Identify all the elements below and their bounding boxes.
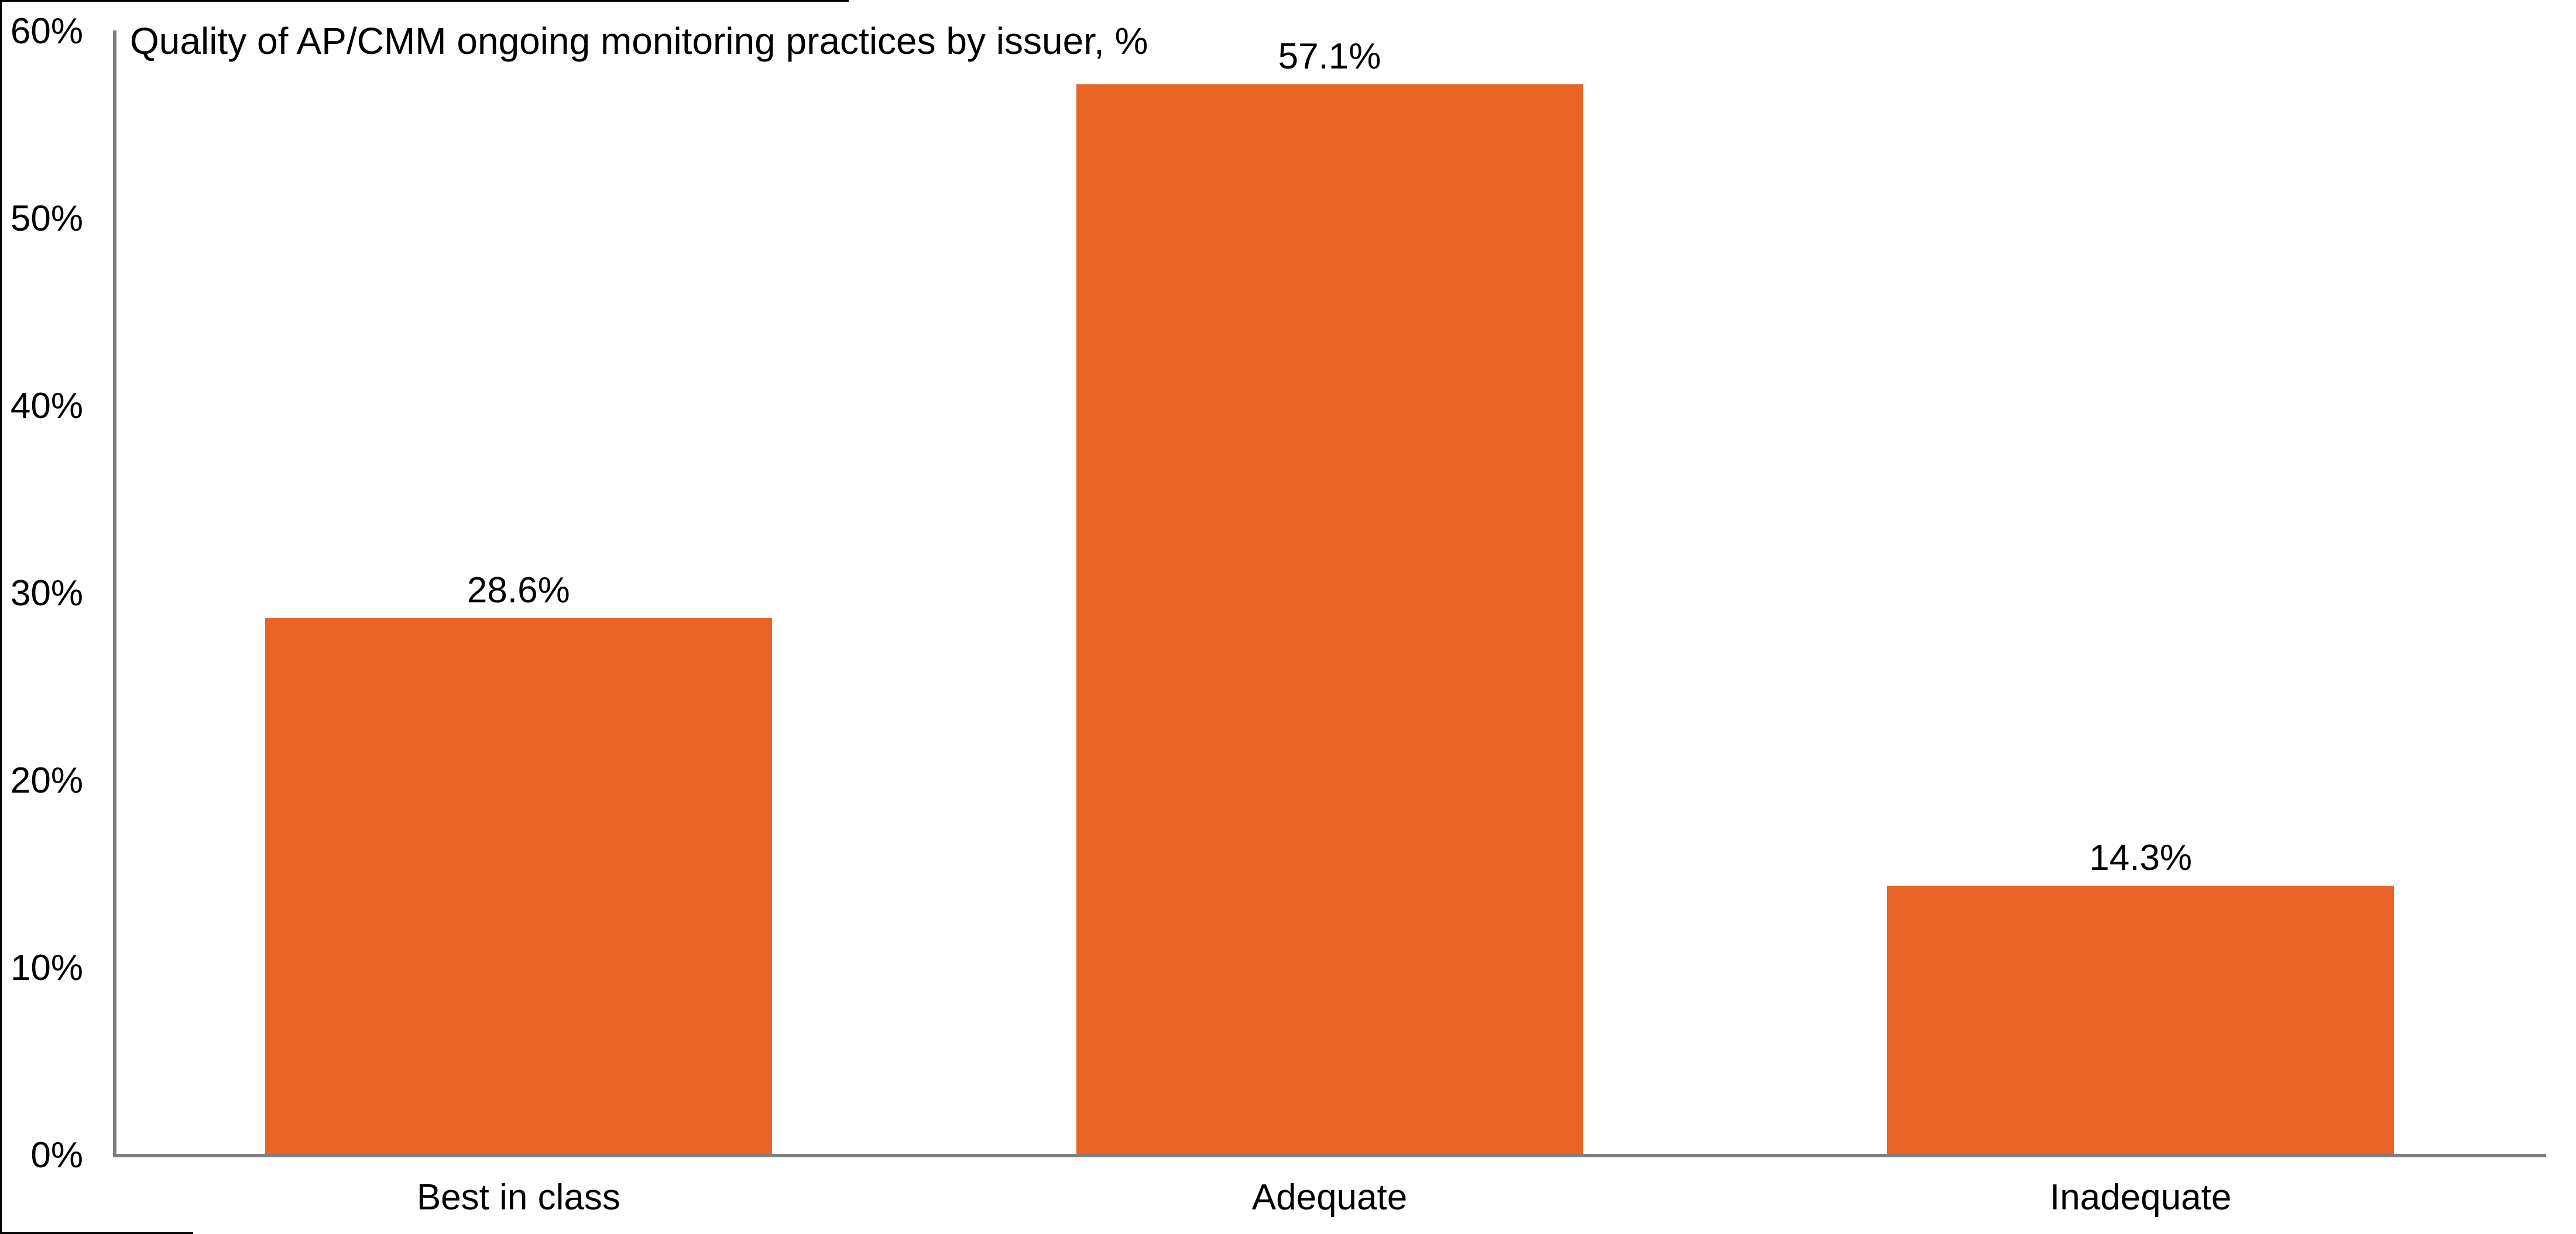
x-axis-category-label-inadequate: Inadequate: [2050, 1177, 2232, 1218]
bar-adequate: [1076, 84, 1583, 1154]
y-axis-tick-label: 40%: [10, 386, 83, 426]
x-axis-category-label-best-in-class: Best in class: [416, 1177, 620, 1218]
crop-border-left: [0, 0, 2, 1234]
bar-value-label-adequate: 57.1%: [1278, 36, 1381, 77]
x-axis-line: [113, 1154, 2546, 1157]
y-axis-tick-label: 60%: [10, 11, 83, 52]
x-axis-category-label-adequate: Adequate: [1251, 1177, 1408, 1218]
y-axis-tick-label: 10%: [10, 948, 83, 988]
chart-title: Quality of AP/CMM ongoing monitoring pra…: [130, 20, 1148, 62]
bar-value-label-best-in-class: 28.6%: [467, 570, 570, 611]
bar-value-label-inadequate: 14.3%: [2089, 838, 2193, 879]
y-axis-tick-label: 0%: [30, 1135, 83, 1175]
crop-border-top: [0, 0, 849, 2]
y-axis-tick-label: 50%: [10, 198, 83, 239]
y-axis-tick-label: 20%: [10, 760, 83, 801]
bar-inadequate: [1887, 886, 2395, 1154]
y-axis-tick-label: 30%: [10, 573, 83, 613]
crop-border-bottom: [0, 1232, 193, 1234]
y-axis-line: [113, 30, 116, 1157]
bar-best-in-class: [265, 618, 772, 1154]
